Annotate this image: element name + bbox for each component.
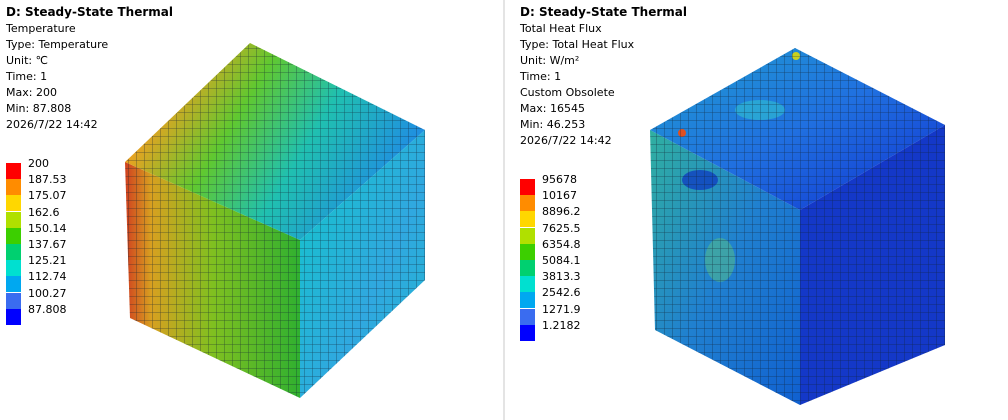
info-line: Custom Obsolete	[520, 86, 615, 99]
legend-label: 95678	[542, 173, 577, 186]
legend-label: 112.74	[28, 270, 67, 284]
legend-swatch	[6, 179, 21, 196]
legend-label: 5084.1	[542, 254, 581, 267]
info-line: Max: 200	[6, 86, 57, 99]
info-line: Time: 1	[520, 70, 562, 83]
legend-swatch	[520, 260, 535, 276]
legend-label: 10167	[542, 189, 577, 203]
legend-swatch	[520, 276, 535, 293]
legend-label: 3813.3	[542, 270, 581, 284]
info-line: Temperature	[6, 22, 76, 35]
legend-label: 1.2182	[542, 318, 581, 332]
legend-label: 87.808	[28, 302, 67, 316]
legend-swatch	[520, 308, 535, 325]
legend-label: 162.6	[28, 205, 60, 219]
legend-label: 200	[28, 157, 49, 170]
legend-label: 2542.6	[542, 286, 581, 300]
legend-swatch	[520, 179, 535, 195]
legend-label: 1271.9	[542, 302, 581, 316]
info-line: Min: 87.808	[6, 102, 72, 115]
legend-label: 8896.2	[542, 205, 581, 219]
info-line: Max: 16545	[520, 102, 585, 115]
info-line: Total Heat Flux	[520, 22, 602, 35]
panel-title: D: Steady-State Thermal	[6, 5, 173, 19]
legend-swatch	[520, 324, 535, 341]
legend-label: 7625.5	[542, 221, 581, 235]
legend-swatch	[520, 227, 535, 244]
legend-swatch	[6, 244, 21, 260]
legend-swatch	[520, 292, 535, 309]
legend-swatch	[520, 211, 535, 228]
temperature-model	[125, 43, 425, 398]
legend-swatch	[520, 195, 535, 212]
legend-label: 125.21	[28, 254, 67, 268]
info-line: Min: 46.253	[520, 118, 586, 131]
legend-label: 187.53	[28, 173, 67, 187]
legend-label: 175.07	[28, 189, 67, 203]
result-panel: D: Steady-State Thermal Total Heat Flux Ty…	[514, 0, 1004, 420]
info-line: 2026/7/22 14:42	[520, 134, 612, 147]
result-panel: D: Steady-State Thermal Temperature Type: …	[0, 0, 490, 420]
info-line: Type: Total Heat Flux	[520, 38, 635, 51]
heat-flux-model	[650, 48, 945, 405]
info-line: 2026/7/22 14:42	[6, 118, 98, 131]
legend-swatch	[6, 163, 21, 179]
legend-label: 137.67	[28, 238, 67, 251]
legend-swatch	[6, 195, 21, 212]
info-line: Type: Temperature	[6, 38, 109, 51]
legend-swatch	[6, 260, 21, 277]
info-line: Time: 1	[6, 70, 48, 83]
legend-swatch	[520, 243, 535, 260]
legend-swatch	[6, 211, 21, 228]
legend-swatch	[6, 227, 21, 244]
legend-label: 150.14	[28, 221, 67, 235]
info-line: Unit: W/m²	[520, 54, 580, 67]
info-line: Unit: ℃	[6, 54, 48, 67]
legend-label: 6354.8	[542, 237, 581, 251]
legend-swatch	[6, 292, 21, 309]
panel-title: D: Steady-State Thermal	[520, 5, 687, 19]
legend-swatch	[6, 276, 21, 293]
legend-swatch	[6, 308, 21, 325]
legend-label: 100.27	[28, 286, 67, 300]
